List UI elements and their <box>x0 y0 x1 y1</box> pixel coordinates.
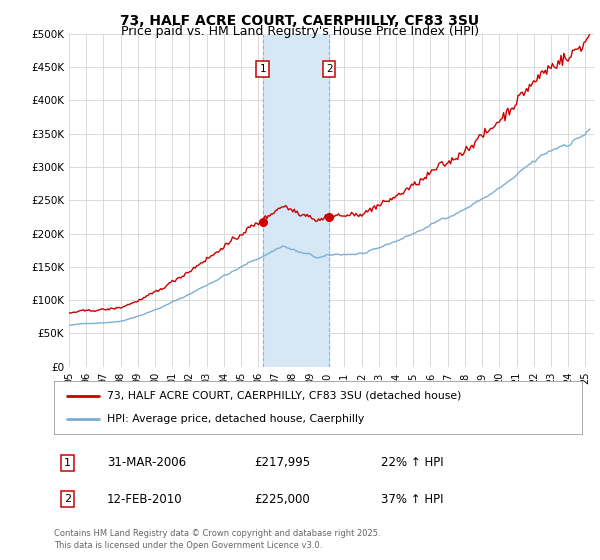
Text: £217,995: £217,995 <box>254 456 311 469</box>
Text: 1: 1 <box>259 64 266 73</box>
Text: 31-MAR-2006: 31-MAR-2006 <box>107 456 186 469</box>
Bar <box>263 34 329 367</box>
Text: 73, HALF ACRE COURT, CAERPHILLY, CF83 3SU: 73, HALF ACRE COURT, CAERPHILLY, CF83 3S… <box>121 14 479 28</box>
Text: HPI: Average price, detached house, Caerphilly: HPI: Average price, detached house, Caer… <box>107 414 364 424</box>
Text: 2: 2 <box>326 64 332 73</box>
Text: 2: 2 <box>64 494 71 504</box>
Text: 37% ↑ HPI: 37% ↑ HPI <box>382 493 444 506</box>
Text: 73, HALF ACRE COURT, CAERPHILLY, CF83 3SU (detached house): 73, HALF ACRE COURT, CAERPHILLY, CF83 3S… <box>107 391 461 401</box>
Text: Price paid vs. HM Land Registry's House Price Index (HPI): Price paid vs. HM Land Registry's House … <box>121 25 479 38</box>
Text: 22% ↑ HPI: 22% ↑ HPI <box>382 456 444 469</box>
Text: 1: 1 <box>64 458 71 468</box>
Text: £225,000: £225,000 <box>254 493 310 506</box>
Text: Contains HM Land Registry data © Crown copyright and database right 2025.
This d: Contains HM Land Registry data © Crown c… <box>54 529 380 550</box>
Text: 12-FEB-2010: 12-FEB-2010 <box>107 493 182 506</box>
